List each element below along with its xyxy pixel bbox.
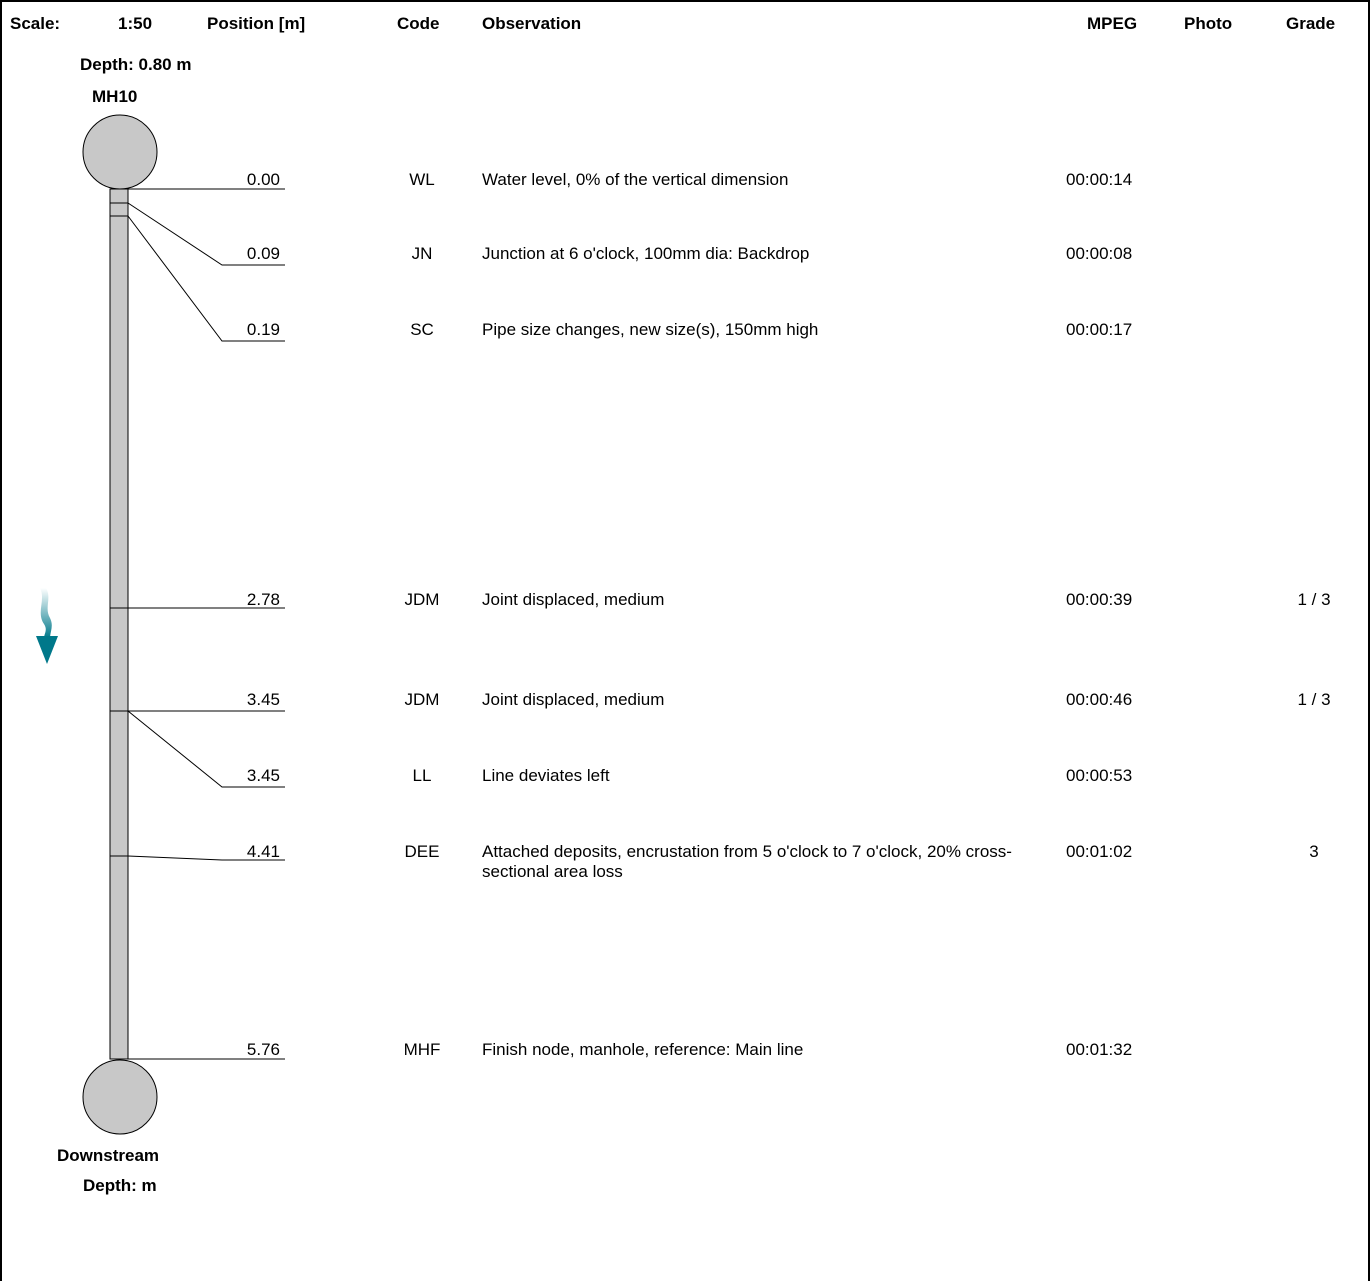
mpeg-timestamp: 00:01:32 [1066,1040,1133,1059]
end-node-name: Downstream [57,1146,160,1165]
observation-code: LL [412,766,432,785]
photo-header: Photo [1184,14,1233,33]
observation-text: Pipe size changes, new size(s), 150mm hi… [482,320,819,339]
observation-code: WL [409,170,435,189]
leader-line [127,202,285,266]
scale-label: Scale: [10,14,61,33]
observation-code: JDM [404,690,440,709]
observation-code: JN [411,244,433,263]
observation-text: Water level, 0% of the vertical dimensio… [482,170,789,189]
observation-text: Line deviates left [482,766,610,785]
observation-text: Junction at 6 o'clock, 100mm dia: Backdr… [482,244,810,263]
grade-value: 3 [1309,842,1319,861]
position-value: 0.00 [246,170,280,189]
leader-line [127,710,285,788]
position-header: Position [m] [207,14,306,33]
observation-code: JDM [404,590,440,609]
observation-text: Joint displaced, medium [482,690,665,709]
mpeg-timestamp: 00:00:08 [1066,244,1133,263]
observation-text: Attached deposits, encrustation from 5 o… [482,842,1012,881]
pipe-body [109,188,129,1060]
code-header: Code [397,14,440,33]
leader-line [127,855,285,861]
position-value: 3.45 [246,690,280,709]
observation-code: DEE [404,842,440,861]
mpeg-header: MPEG [1087,14,1138,33]
start-node-depth: Depth: 0.80 m [80,55,192,74]
end-manhole [82,1059,158,1135]
mpeg-timestamp: 00:00:53 [1066,766,1133,785]
down-arrow-icon [36,588,58,664]
start-manhole [82,114,158,190]
grade-value: 1 / 3 [1297,690,1331,709]
end-node-depth: Depth: m [83,1176,157,1195]
observation-text: Joint displaced, medium [482,590,665,609]
observation-text: Finish node, manhole, reference: Main li… [482,1040,804,1059]
mpeg-timestamp: 00:01:02 [1066,842,1133,861]
start-node-name: MH10 [92,87,138,106]
mpeg-timestamp: 00:00:39 [1066,590,1133,609]
mpeg-timestamp: 00:00:14 [1066,170,1133,189]
leader-line [127,215,285,342]
position-value: 0.09 [246,244,280,263]
observation-code: MHF [403,1040,441,1059]
mpeg-timestamp: 00:00:17 [1066,320,1133,339]
position-value: 3.45 [246,766,280,785]
observation-code: SC [410,320,434,339]
position-value: 4.41 [246,842,280,861]
position-value: 5.76 [246,1040,280,1059]
mpeg-timestamp: 00:00:46 [1066,690,1133,709]
scale-value: 1:50 [118,14,153,33]
position-value: 2.78 [246,590,280,609]
position-value: 0.19 [246,320,280,339]
observation-header: Observation [482,14,582,33]
grade-header: Grade [1286,14,1336,33]
grade-value: 1 / 3 [1297,590,1331,609]
